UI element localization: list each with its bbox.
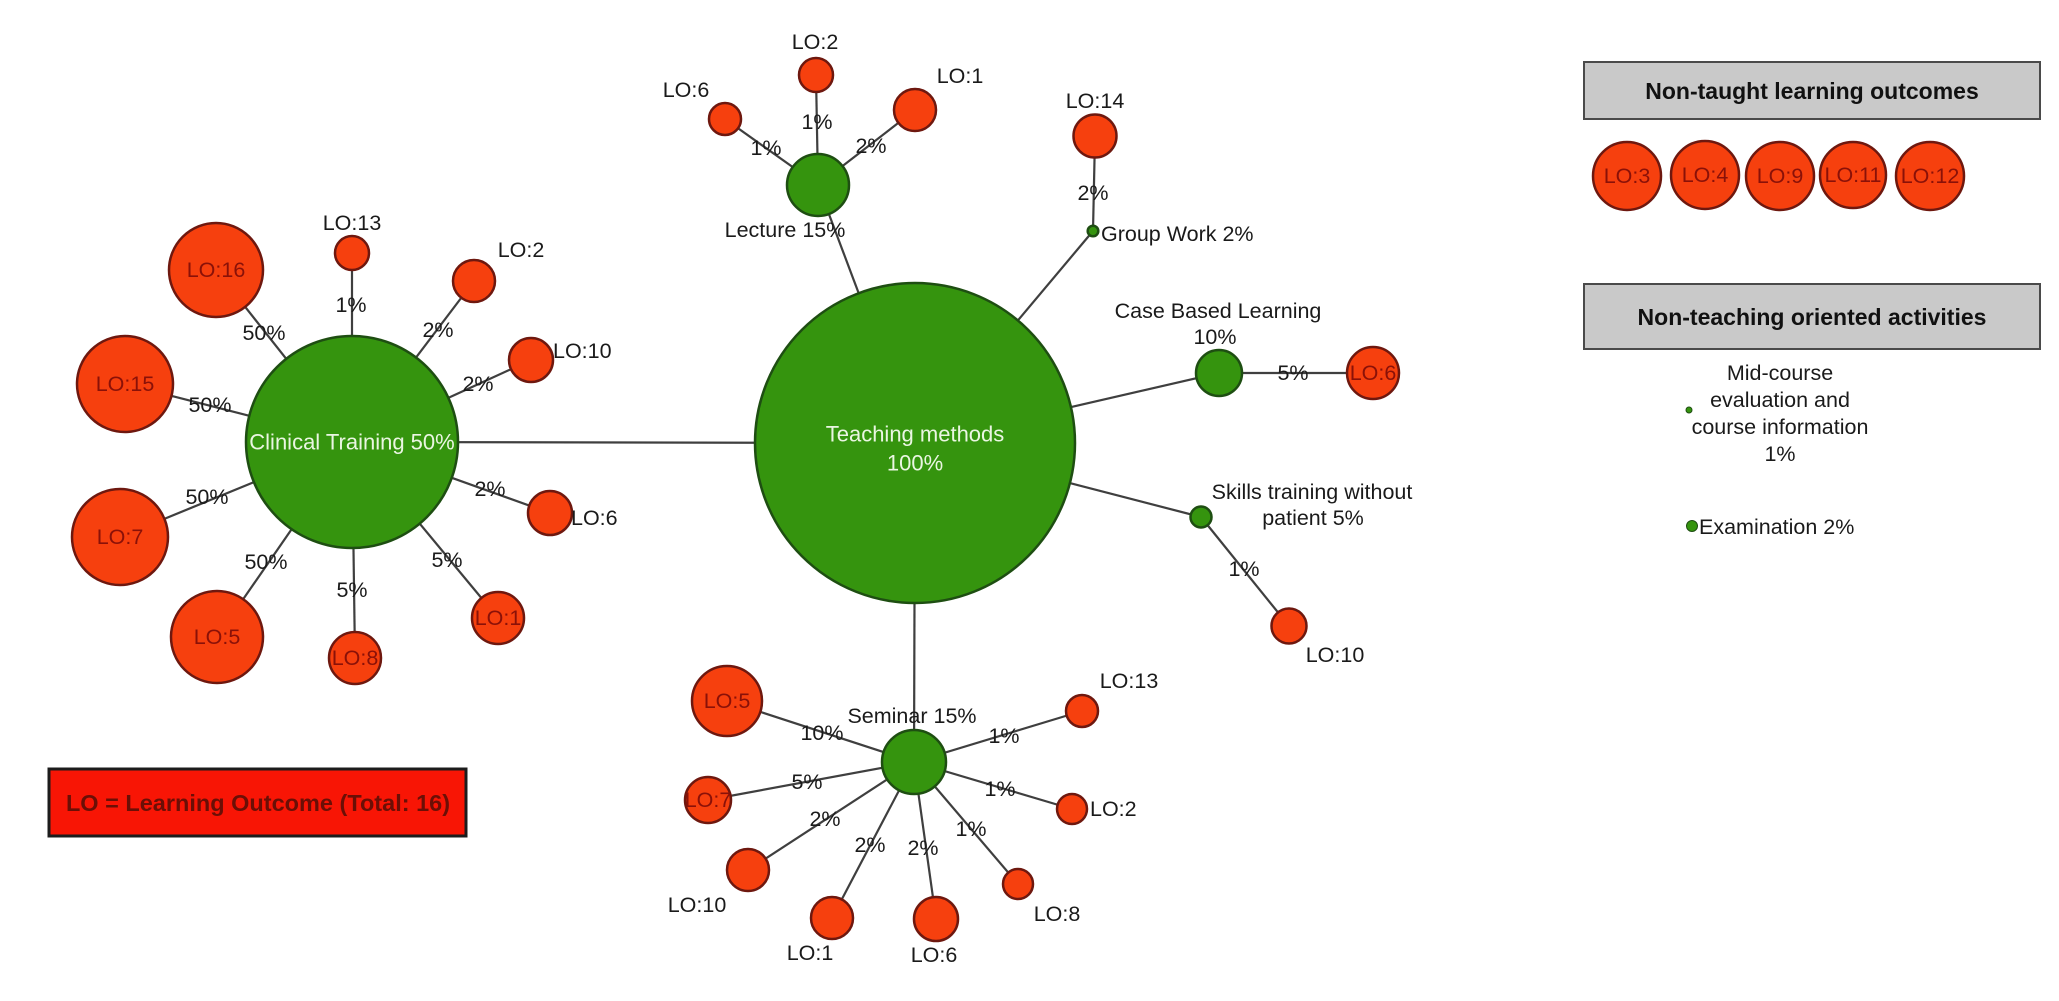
svg-text:LO:1: LO:1: [787, 941, 834, 965]
svg-text:LO:6: LO:6: [911, 943, 958, 967]
svg-text:2%: 2%: [422, 318, 453, 342]
svg-text:LO:9: LO:9: [1757, 164, 1804, 188]
svg-text:LO:1: LO:1: [475, 606, 522, 630]
svg-text:Seminar 15%: Seminar 15%: [847, 704, 976, 728]
svg-text:5%: 5%: [431, 548, 462, 572]
svg-text:LO:14: LO:14: [1066, 89, 1125, 113]
svg-text:LO:5: LO:5: [194, 625, 241, 649]
svg-text:1%: 1%: [988, 724, 1019, 748]
svg-text:50%: 50%: [188, 393, 231, 417]
svg-text:1%: 1%: [1228, 557, 1259, 581]
svg-text:Teaching methods: Teaching methods: [826, 422, 1005, 447]
svg-text:5%: 5%: [791, 770, 822, 794]
svg-text:LO:13: LO:13: [323, 211, 382, 235]
svg-text:10%: 10%: [1193, 325, 1236, 349]
svg-text:LO:13: LO:13: [1100, 669, 1159, 693]
svg-text:Lecture 15%: Lecture 15%: [725, 218, 846, 242]
svg-text:Non-teaching oriented activiti: Non-teaching oriented activities: [1638, 304, 1987, 330]
svg-text:LO:16: LO:16: [187, 258, 246, 282]
svg-text:2%: 2%: [474, 477, 505, 501]
svg-text:LO:4: LO:4: [1682, 163, 1729, 187]
svg-text:LO:10: LO:10: [668, 893, 727, 917]
svg-text:LO:10: LO:10: [1306, 643, 1365, 667]
svg-text:2%: 2%: [855, 134, 886, 158]
svg-text:1%: 1%: [955, 817, 986, 841]
svg-text:1%: 1%: [750, 136, 781, 160]
svg-text:LO = Learning Outcome (Total:: LO = Learning Outcome (Total: 16): [66, 790, 450, 816]
svg-text:LO:6: LO:6: [571, 506, 618, 530]
svg-text:50%: 50%: [244, 550, 287, 574]
svg-text:1%: 1%: [1764, 442, 1795, 466]
svg-text:Mid-course: Mid-course: [1727, 361, 1833, 385]
svg-text:LO:6: LO:6: [663, 78, 710, 102]
svg-text:2%: 2%: [462, 372, 493, 396]
svg-text:Group Work 2%: Group Work 2%: [1101, 222, 1254, 246]
svg-text:50%: 50%: [185, 485, 228, 509]
svg-text:50%: 50%: [242, 321, 285, 345]
svg-text:evaluation and: evaluation and: [1710, 388, 1850, 412]
svg-text:LO:1: LO:1: [937, 64, 984, 88]
svg-text:2%: 2%: [907, 836, 938, 860]
svg-text:5%: 5%: [336, 578, 367, 602]
svg-text:100%: 100%: [887, 451, 943, 476]
svg-text:1%: 1%: [984, 777, 1015, 801]
svg-text:1%: 1%: [335, 293, 366, 317]
svg-text:Non-taught learning outcomes: Non-taught learning outcomes: [1645, 78, 1979, 104]
svg-text:2%: 2%: [1077, 181, 1108, 205]
svg-text:LO:12: LO:12: [1901, 164, 1960, 188]
svg-text:LO:11: LO:11: [1825, 163, 1882, 187]
svg-text:patient 5%: patient 5%: [1262, 506, 1364, 530]
svg-text:LO:8: LO:8: [1034, 902, 1081, 926]
svg-text:Examination 2%: Examination 2%: [1699, 515, 1854, 539]
svg-text:LO:15: LO:15: [96, 372, 155, 396]
svg-text:5%: 5%: [1277, 361, 1308, 385]
svg-text:LO:7: LO:7: [685, 788, 732, 812]
svg-text:Skills training without: Skills training without: [1212, 480, 1413, 504]
svg-text:1%: 1%: [801, 110, 832, 134]
svg-text:LO:6: LO:6: [1350, 361, 1397, 385]
svg-text:LO:3: LO:3: [1604, 164, 1651, 188]
svg-text:LO:2: LO:2: [792, 30, 839, 54]
svg-text:2%: 2%: [854, 833, 885, 857]
svg-text:Case Based Learning: Case Based Learning: [1115, 299, 1322, 323]
svg-text:LO:2: LO:2: [1090, 797, 1137, 821]
svg-text:LO:10: LO:10: [553, 339, 612, 363]
svg-text:10%: 10%: [800, 721, 843, 745]
svg-text:2%: 2%: [809, 807, 840, 831]
svg-text:LO:2: LO:2: [498, 238, 545, 262]
svg-text:course information: course information: [1692, 415, 1869, 439]
svg-text:LO:7: LO:7: [97, 525, 144, 549]
svg-text:LO:8: LO:8: [332, 646, 379, 670]
svg-text:Clinical Training 50%: Clinical Training 50%: [249, 430, 454, 455]
svg-text:LO:5: LO:5: [704, 689, 751, 713]
